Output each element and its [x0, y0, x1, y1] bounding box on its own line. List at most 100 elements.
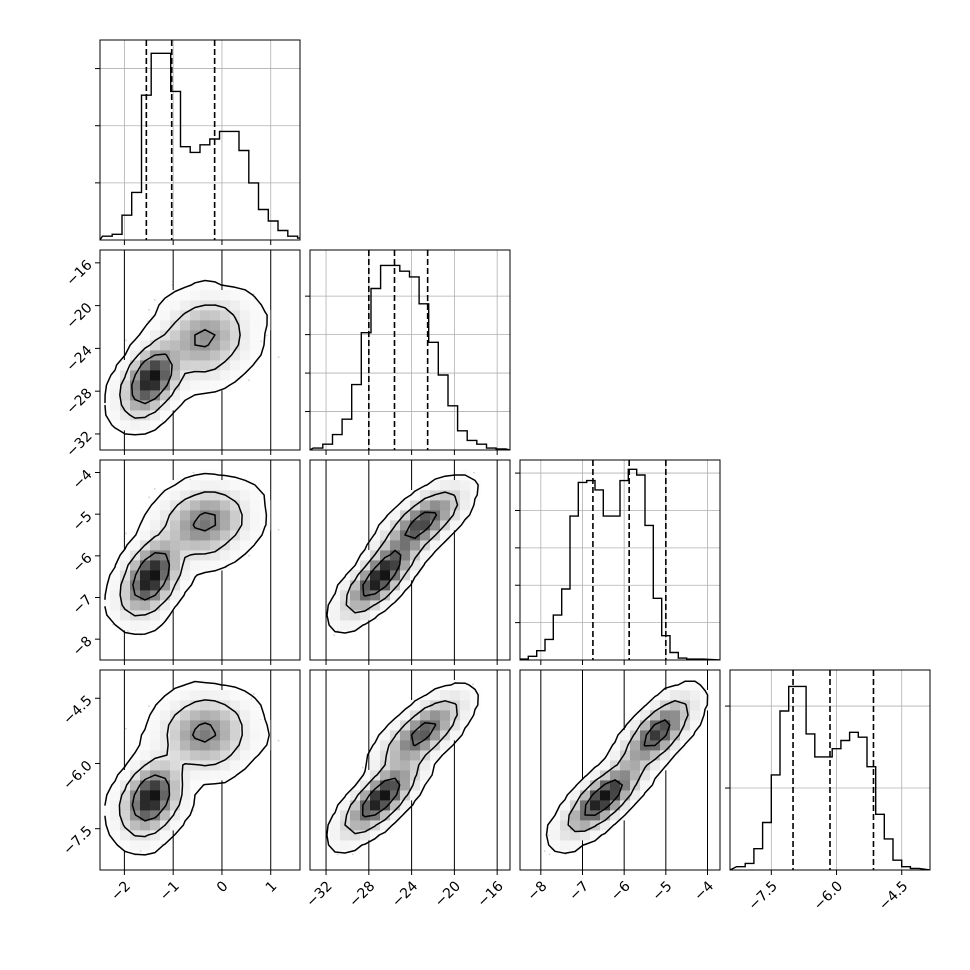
density-cell — [190, 320, 201, 331]
density-cell — [230, 300, 241, 311]
density-cell — [130, 410, 141, 421]
density-cell — [120, 380, 131, 391]
panel-2-0 — [95, 459, 301, 665]
density-cell — [190, 370, 201, 381]
density-cell — [150, 400, 161, 411]
density-cell — [140, 340, 151, 351]
density-cell — [160, 310, 171, 321]
density-cell — [220, 330, 231, 341]
density-cell — [140, 360, 151, 371]
density-cell — [150, 330, 161, 341]
density-cell — [210, 370, 221, 381]
density-cell — [160, 380, 171, 391]
density-cell — [130, 390, 141, 401]
density-cell — [260, 310, 271, 321]
density-cell — [160, 370, 171, 381]
density-cell — [170, 390, 181, 401]
density-cell — [150, 380, 161, 391]
density-cell — [170, 340, 181, 351]
density-cell — [210, 350, 221, 361]
density-cell — [210, 380, 221, 391]
scatter-point — [248, 379, 251, 382]
density-cell — [170, 290, 181, 301]
density-cell — [250, 310, 261, 321]
density-cell — [190, 350, 201, 361]
density-cell — [150, 320, 161, 331]
density-cell — [160, 330, 171, 341]
density-cell — [160, 360, 171, 371]
scatter-point — [260, 340, 263, 343]
density-cell — [240, 360, 251, 371]
density-cell — [220, 370, 231, 381]
density-cell — [160, 340, 171, 351]
density-cell — [180, 380, 191, 391]
density-cell — [170, 360, 181, 371]
density-cell — [190, 300, 201, 311]
density-cell — [200, 320, 211, 331]
density-cell — [160, 390, 171, 401]
density-cell — [130, 360, 141, 371]
scatter-point — [112, 623, 114, 626]
density-cell — [120, 400, 131, 411]
density-cell — [110, 370, 121, 381]
density-cell — [190, 310, 201, 321]
density-cell — [210, 360, 221, 371]
scatter-point — [171, 284, 174, 286]
density-cell — [140, 420, 151, 431]
scatter-point — [125, 532, 127, 535]
density-cell — [170, 330, 181, 341]
panel-frame — [309, 249, 511, 451]
density-cell — [120, 410, 131, 421]
density-cell — [120, 390, 131, 401]
density-cell — [180, 390, 191, 401]
density-cell — [240, 340, 251, 351]
contour-line — [119, 304, 241, 419]
density-cell — [120, 420, 131, 431]
density-cell — [230, 350, 241, 361]
scatter-point — [125, 339, 127, 342]
density-cell — [130, 420, 141, 431]
density-cell — [200, 360, 211, 371]
panel-1-1 — [305, 249, 511, 455]
density-cell — [140, 390, 151, 401]
density-cell — [240, 310, 251, 321]
density-cell — [180, 370, 191, 381]
density-cell — [150, 370, 161, 381]
density-cell — [180, 350, 191, 361]
scatter-point — [148, 308, 151, 311]
density-cell — [230, 330, 241, 341]
density-cell — [170, 320, 181, 331]
density-cell — [230, 360, 241, 371]
density-cell — [200, 280, 211, 291]
density-cell — [180, 330, 191, 341]
density-cell — [220, 290, 231, 301]
density-cell — [250, 330, 261, 341]
density-cell — [190, 380, 201, 391]
histogram-step — [310, 264, 510, 450]
density-cell — [200, 370, 211, 381]
density-cell — [220, 380, 231, 391]
density-cell — [260, 320, 271, 331]
density-cell — [250, 340, 261, 351]
density-cell — [180, 320, 191, 331]
density-cell — [110, 410, 121, 421]
contour-line — [131, 328, 216, 405]
density-cell — [170, 310, 181, 321]
density-cell — [240, 300, 251, 311]
density-cell — [220, 360, 231, 371]
density-cell — [210, 320, 221, 331]
density-cell — [200, 290, 211, 301]
density-cell — [220, 310, 231, 321]
panel-frame — [99, 249, 301, 451]
scatter-point — [252, 293, 255, 295]
density-cell — [190, 360, 201, 371]
density-cell — [230, 290, 241, 301]
density-cell — [110, 380, 121, 391]
density-cell — [230, 310, 241, 321]
density-cell — [240, 320, 251, 331]
density-cell — [140, 350, 151, 361]
density-cell — [190, 290, 201, 301]
density-cell — [110, 390, 121, 401]
density-cell — [230, 320, 241, 331]
